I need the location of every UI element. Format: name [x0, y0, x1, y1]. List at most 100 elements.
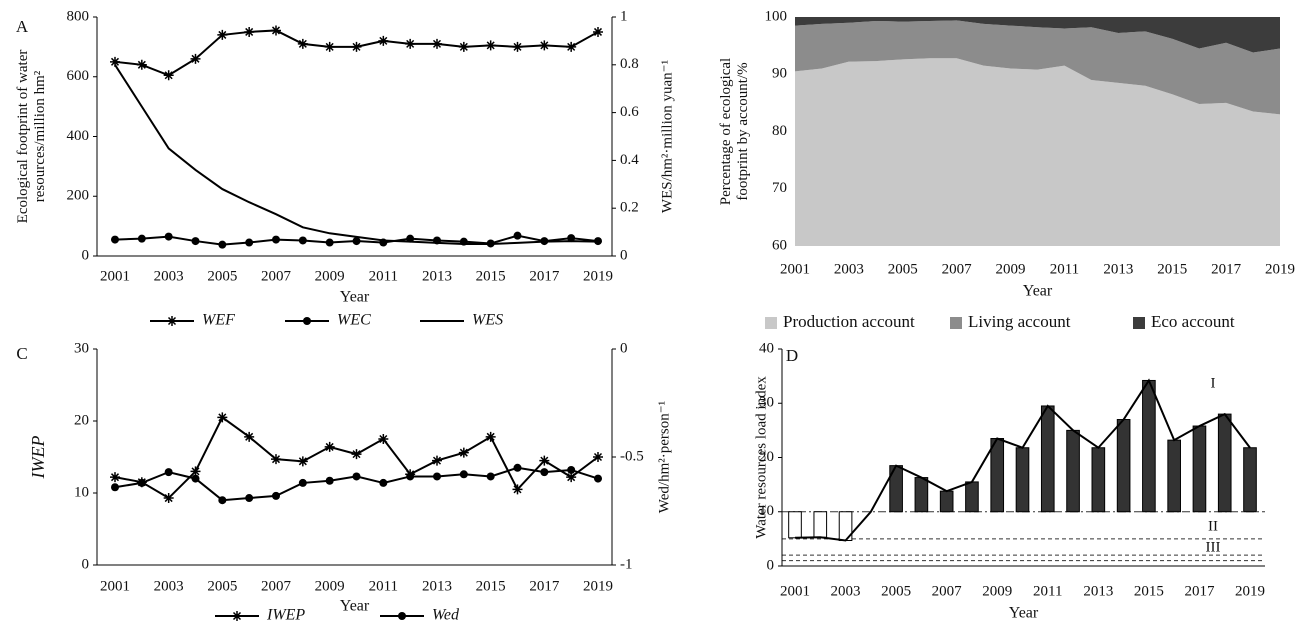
- y-tick-label: 0: [82, 247, 90, 263]
- y-axis-title: IWEP: [28, 436, 48, 480]
- data-point: [458, 447, 469, 458]
- data-point: [352, 472, 361, 481]
- bar: [1040, 405, 1055, 513]
- data-point: [351, 449, 362, 460]
- bar: [1091, 447, 1106, 513]
- y2-tick-label: 0.6: [620, 104, 639, 120]
- data-point: [432, 455, 442, 466]
- legend-marker: [167, 316, 177, 326]
- x-tick-label: 2003: [831, 583, 861, 599]
- bar: [1116, 419, 1131, 513]
- data-point: [405, 38, 416, 49]
- data-point: [163, 70, 174, 81]
- x-axis-title: Year: [1023, 283, 1053, 300]
- y-tick-label: 400: [67, 128, 90, 144]
- data-point: [245, 494, 254, 503]
- data-point: [432, 38, 442, 49]
- data-point: [245, 238, 254, 247]
- x-tick-label: 2017: [529, 578, 560, 594]
- x-tick-label: 2005: [881, 583, 911, 599]
- x-tick-label: 2003: [154, 578, 184, 594]
- legend-swatch: [1133, 317, 1145, 329]
- x-tick-label: 2009: [996, 261, 1026, 277]
- data-point: [351, 41, 362, 52]
- bar: [1243, 447, 1257, 513]
- y-axis-title: resources/million hm²: [32, 70, 48, 202]
- trend-line: [794, 378, 1251, 542]
- data-point: [298, 236, 307, 245]
- data-point: [163, 493, 174, 504]
- y-tick-label: 600: [67, 68, 90, 84]
- x-tick-label: 2007: [261, 578, 292, 594]
- y2-tick-label: 0.4: [620, 152, 639, 168]
- y-tick-label: 90: [772, 66, 787, 82]
- bar: [813, 511, 828, 538]
- x-tick-label: 2015: [1134, 583, 1164, 599]
- x-tick-label: 2005: [888, 261, 918, 277]
- x-tick-label: 2013: [1103, 261, 1133, 277]
- legend-label: WES: [472, 312, 503, 329]
- panel-label: C: [16, 344, 27, 363]
- data-point: [513, 463, 522, 472]
- y-tick-label: 60: [772, 237, 787, 253]
- data-point: [539, 40, 550, 51]
- panel-label: A: [16, 17, 29, 36]
- data-point: [190, 466, 201, 477]
- y-tick-label: 40: [759, 340, 774, 356]
- bar: [965, 481, 979, 513]
- y2-tick-label: -0.5: [620, 448, 644, 464]
- x-axis-title: Year: [1009, 605, 1039, 622]
- legend-marker: [232, 611, 242, 621]
- data-point: [190, 53, 201, 64]
- y-tick-label: 80: [772, 123, 787, 139]
- series-line: [114, 29, 599, 77]
- legend-label: Production account: [783, 312, 915, 331]
- y-tick-label: 70: [772, 180, 787, 196]
- data-point: [486, 472, 495, 481]
- data-point: [191, 237, 200, 246]
- bar: [1142, 379, 1156, 513]
- data-point: [433, 472, 441, 481]
- x-tick-label: 2011: [1050, 261, 1079, 277]
- x-tick-label: 2013: [422, 578, 452, 594]
- data-point: [540, 468, 549, 477]
- x-tick-label: 2019: [1265, 261, 1295, 277]
- x-tick-label: 2007: [932, 583, 963, 599]
- data-point: [217, 29, 228, 40]
- x-tick-label: 2019: [583, 578, 613, 594]
- y-tick-label: 30: [74, 340, 89, 356]
- y2-axis-title: Wed/hm²·person⁻¹: [656, 401, 672, 513]
- zone-label: I: [1211, 375, 1216, 391]
- legend-marker: [398, 612, 406, 620]
- bar: [939, 490, 954, 513]
- y2-tick-label: 0: [620, 340, 628, 356]
- x-axis-title: Year: [340, 289, 370, 306]
- x-tick-label: 2003: [834, 261, 864, 277]
- data-point: [297, 456, 308, 467]
- bar: [990, 438, 1005, 513]
- y-tick-label: 0: [767, 557, 775, 573]
- data-point: [272, 235, 280, 244]
- x-tick-label: 2005: [207, 578, 237, 594]
- x-tick-label: 2009: [315, 268, 345, 284]
- data-point: [244, 26, 255, 37]
- x-tick-label: 2011: [1033, 583, 1062, 599]
- y-tick-label: 30: [759, 395, 774, 411]
- x-tick-label: 2015: [476, 578, 506, 594]
- data-point: [539, 455, 550, 466]
- bar: [1192, 425, 1207, 513]
- legend-swatch: [765, 317, 777, 329]
- data-point: [297, 38, 308, 49]
- data-point: [593, 452, 603, 462]
- y-tick-label: 10: [74, 484, 89, 500]
- data-point: [567, 234, 576, 243]
- data-point: [244, 431, 255, 442]
- data-point: [137, 234, 146, 243]
- data-point: [378, 434, 389, 444]
- legend-label: Eco account: [1151, 312, 1235, 331]
- x-tick-label: 2019: [583, 268, 613, 284]
- data-point: [164, 468, 173, 477]
- data-point: [191, 474, 200, 483]
- x-tick-label: 2019: [1235, 583, 1265, 599]
